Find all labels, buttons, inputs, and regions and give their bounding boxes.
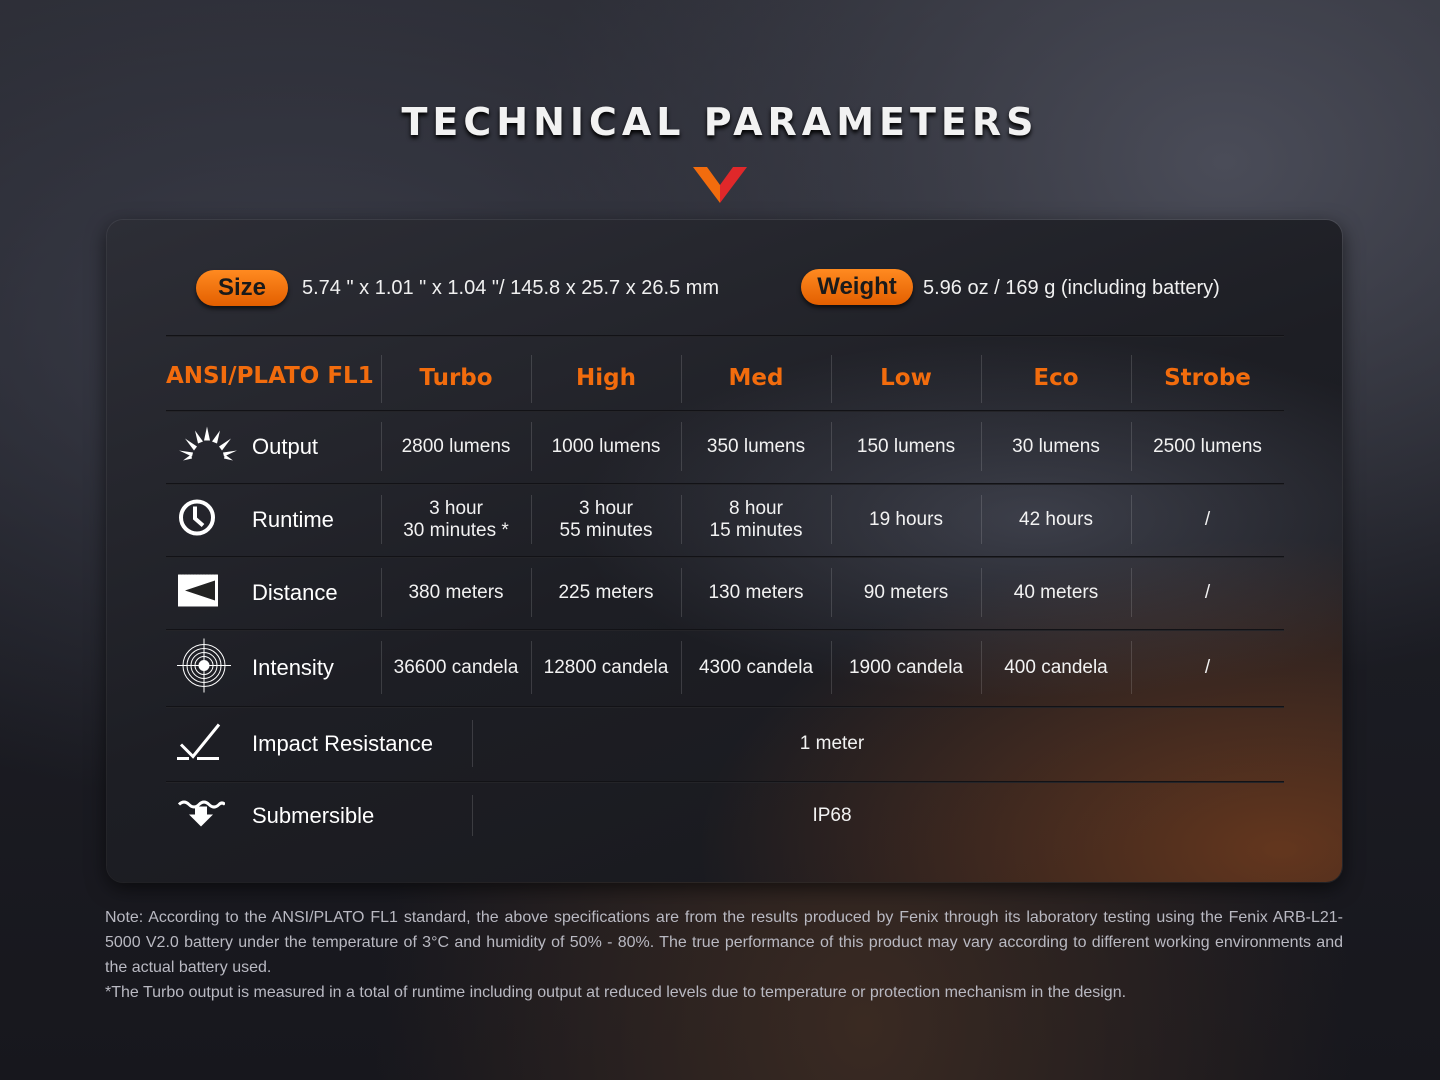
column-divider (831, 422, 832, 471)
column-divider (381, 641, 382, 694)
row-label-intensity: Intensity (252, 654, 334, 680)
header-med: Med (728, 365, 784, 391)
column-divider (681, 355, 682, 403)
column-divider (981, 568, 982, 617)
cell-output-turbo: 2800 lumens (401, 435, 511, 457)
impact-check-icon (177, 722, 223, 765)
cell-distance-turbo: 380 meters (408, 581, 504, 603)
cell-runtime-eco: 42 hours (1019, 508, 1093, 530)
cell-intensity-med: 4300 candela (698, 656, 814, 678)
weight-value: 5.96 oz / 169 g (including battery) (923, 277, 1220, 299)
cell-runtime-strobe: / (1204, 508, 1211, 530)
row-divider (166, 335, 1284, 337)
header-turbo: Turbo (419, 365, 493, 391)
column-divider (1131, 422, 1132, 471)
cell-submersible-value: IP68 (812, 804, 852, 826)
page-title: TECHNICAL PARAMETERS (401, 100, 1039, 144)
cell-intensity-low: 1900 candela (848, 656, 964, 678)
weight-badge: Weight (801, 269, 913, 305)
column-divider (531, 568, 532, 617)
row-divider (166, 483, 1284, 485)
cell-distance-eco: 40 meters (1013, 581, 1099, 603)
header-strobe: Strobe (1164, 365, 1251, 391)
cell-distance-strobe: / (1204, 581, 1211, 603)
column-divider (381, 422, 382, 471)
column-divider (981, 422, 982, 471)
column-divider (381, 355, 382, 403)
row-label-impact-resistance: Impact Resistance (252, 730, 433, 756)
row-divider (166, 629, 1284, 631)
clock-icon (177, 497, 217, 542)
column-divider (981, 355, 982, 403)
submersible-icon (177, 798, 227, 833)
column-divider (1131, 495, 1132, 544)
column-divider (681, 568, 682, 617)
row-label-output: Output (252, 433, 319, 459)
cell-output-eco: 30 lumens (1012, 435, 1100, 457)
column-divider (531, 422, 532, 471)
cell-output-high: 1000 lumens (551, 435, 661, 457)
cell-distance-high: 225 meters (558, 581, 654, 603)
cell-intensity-strobe: / (1204, 656, 1211, 678)
size-badge: Size (196, 270, 288, 306)
target-icon (177, 638, 231, 697)
header-ansi-plato-fl1: ANSI/PLATO FL1 (166, 363, 374, 389)
column-divider (381, 495, 382, 544)
column-divider (472, 720, 473, 767)
size-value: 5.74 " x 1.01 " x 1.04 "/ 145.8 x 25.7 x… (302, 277, 720, 299)
column-divider (1131, 568, 1132, 617)
row-divider (166, 410, 1284, 412)
cell-runtime-turbo: 3 hour 30 minutes * (403, 497, 509, 541)
column-divider (381, 568, 382, 617)
cell-output-strobe: 2500 lumens (1153, 435, 1262, 457)
column-divider (472, 795, 473, 836)
column-divider (981, 641, 982, 694)
row-label-runtime: Runtime (252, 506, 334, 532)
cell-runtime-high: 3 hour 55 minutes (559, 497, 653, 541)
spec-panel: Size 5.74 " x 1.01 " x 1.04 "/ 145.8 x 2… (107, 220, 1342, 882)
header-eco: Eco (1033, 365, 1079, 391)
column-divider (681, 641, 682, 694)
cell-runtime-low: 19 hours (869, 508, 943, 530)
column-divider (531, 495, 532, 544)
header-high: High (576, 365, 636, 391)
row-divider (166, 781, 1284, 783)
column-divider (531, 641, 532, 694)
row-divider (166, 556, 1284, 558)
column-divider (1131, 355, 1132, 403)
column-divider (831, 641, 832, 694)
note-text: Note: According to the ANSI/PLATO FL1 st… (105, 909, 1343, 976)
row-divider (166, 706, 1284, 708)
cell-runtime-med: 8 hour 15 minutes (709, 497, 803, 541)
row-label-distance: Distance (252, 579, 338, 605)
cell-intensity-turbo: 36600 candela (393, 656, 519, 678)
column-divider (681, 422, 682, 471)
row-label-submersible: Submersible (252, 802, 375, 828)
column-divider (831, 568, 832, 617)
cell-impact-resistance-value: 1 meter (799, 732, 865, 754)
turbo-note-text: *The Turbo output is measured in a total… (105, 984, 1127, 1001)
column-divider (831, 355, 832, 403)
column-divider (981, 495, 982, 544)
column-divider (831, 495, 832, 544)
cell-intensity-high: 12800 candela (543, 656, 669, 678)
column-divider (1131, 641, 1132, 694)
beam-distance-icon (177, 572, 219, 613)
sun-rays-icon (177, 426, 239, 467)
cell-output-low: 150 lumens (856, 435, 956, 457)
cell-distance-med: 130 meters (708, 581, 804, 603)
header-low: Low (880, 365, 932, 391)
cell-distance-low: 90 meters (863, 581, 949, 603)
chevron-down-icon (693, 167, 747, 203)
cell-intensity-eco: 400 candela (1004, 656, 1108, 678)
column-divider (531, 355, 532, 403)
cell-output-med: 350 lumens (706, 435, 806, 457)
column-divider (681, 495, 682, 544)
footnote: Note: According to the ANSI/PLATO FL1 st… (105, 905, 1343, 1005)
